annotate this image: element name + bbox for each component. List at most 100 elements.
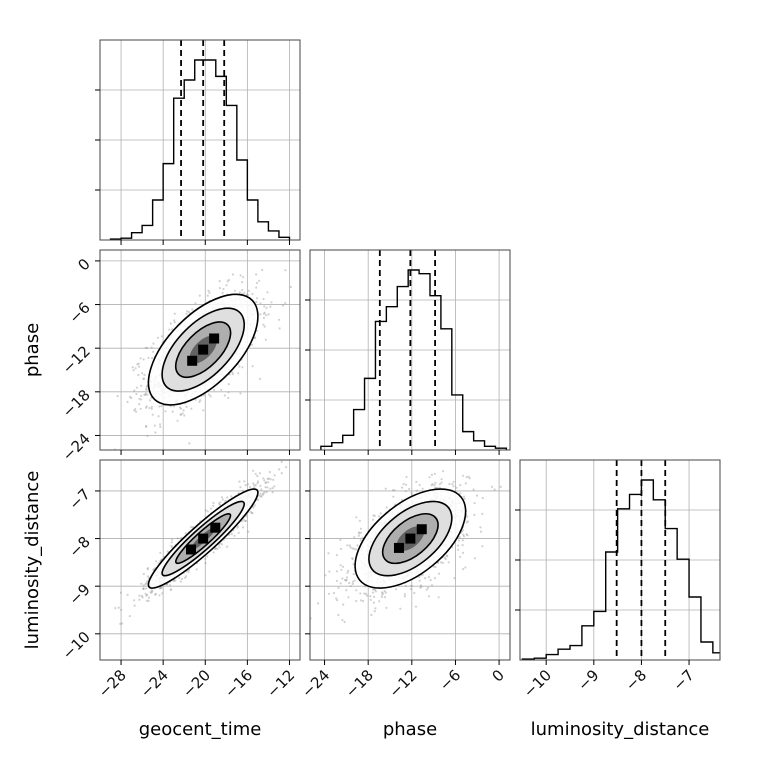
scatter-point	[238, 291, 242, 294]
scatter-point	[150, 405, 153, 408]
scatter-point	[413, 591, 416, 595]
scatter-point	[250, 511, 253, 514]
scatter-point	[335, 579, 338, 583]
scatter-point	[458, 536, 461, 539]
scatter-point	[284, 269, 287, 272]
scatter-point	[356, 544, 359, 547]
scatter-point	[427, 576, 430, 579]
scatter-point	[222, 287, 225, 291]
scatter-point	[465, 476, 468, 479]
scatter-point	[342, 603, 345, 606]
scatter-point	[258, 494, 261, 497]
scatter-point	[238, 480, 241, 483]
scatter-point	[373, 595, 376, 599]
scatter-point	[245, 515, 248, 518]
scatter-point	[126, 593, 129, 597]
scatter-point	[455, 486, 458, 489]
scatter-point	[147, 596, 150, 599]
scatter-point	[169, 588, 172, 591]
scatter-point	[377, 515, 381, 518]
scatter-point	[144, 592, 147, 595]
panel-frame	[99, 459, 301, 661]
scatter-point	[339, 538, 342, 542]
scatter-point	[208, 291, 211, 294]
scatter-point	[179, 413, 182, 416]
scatter-point	[231, 273, 234, 276]
scatter-point	[400, 498, 404, 501]
scatter-point	[243, 480, 246, 483]
scatter-point	[262, 323, 265, 326]
scatter-point	[433, 472, 436, 475]
scatter-point	[161, 592, 164, 595]
scatter-point	[357, 534, 360, 537]
scatter-point	[138, 594, 141, 597]
scatter-point	[444, 557, 447, 561]
scatter-point	[272, 478, 275, 481]
scatter-point	[133, 389, 136, 392]
scatter-point	[144, 393, 147, 396]
scatter-point	[359, 539, 362, 542]
scatter-point	[254, 472, 257, 475]
scatter-point	[143, 393, 146, 396]
scatter-point	[172, 579, 175, 582]
scatter-point	[346, 576, 349, 579]
scatter-point	[266, 291, 269, 294]
scatter-point	[472, 488, 475, 491]
scatter-point	[138, 598, 141, 601]
scatter-point	[166, 550, 169, 553]
scatter-point	[341, 577, 344, 580]
scatter-point	[459, 484, 462, 487]
scatter-point	[120, 608, 123, 611]
scatter-point	[146, 593, 149, 596]
x-tick-label: 0	[488, 666, 507, 685]
scatter-point	[159, 551, 162, 555]
scatter-point	[337, 613, 340, 617]
density-peak-cell	[209, 333, 220, 344]
scatter-point	[395, 588, 398, 591]
scatter-point	[262, 493, 265, 496]
scatter-point	[212, 501, 215, 504]
scatter-point	[355, 548, 358, 551]
scatter-point	[145, 599, 148, 602]
scatter-point	[428, 476, 431, 479]
scatter-point	[317, 602, 320, 605]
scatter-point	[448, 482, 451, 486]
scatter-point	[415, 480, 418, 484]
scatter-point	[251, 512, 254, 515]
histogram-panel-phase	[310, 250, 510, 450]
scatter-point	[218, 546, 221, 549]
scatter-point	[405, 483, 408, 486]
scatter-point	[410, 584, 413, 588]
scatter-point	[409, 588, 413, 591]
scatter-point	[351, 557, 354, 560]
scatter-point	[133, 604, 136, 607]
scatter-point	[131, 366, 134, 369]
scatter-point	[332, 591, 336, 595]
scatter-point	[241, 366, 244, 369]
scatter-point	[138, 365, 141, 368]
scatter-point	[141, 596, 144, 599]
scatter-point	[146, 393, 149, 396]
scatter-point	[374, 590, 377, 593]
scatter-point	[473, 502, 476, 505]
scatter-point	[265, 490, 268, 494]
scatter-point	[187, 570, 190, 574]
scatter-point	[217, 502, 221, 505]
scatter-point	[262, 316, 265, 320]
scatter-point	[244, 519, 247, 523]
scatter-point	[188, 442, 191, 445]
scatter-point	[237, 525, 240, 528]
scatter-point	[352, 573, 355, 576]
scatter-point	[270, 301, 273, 304]
scatter-point	[437, 596, 440, 599]
scatter-point	[335, 554, 339, 557]
scatter-point	[433, 577, 436, 580]
scatter-point	[289, 285, 292, 289]
scatter-point	[340, 568, 343, 571]
scatter-point	[265, 481, 268, 484]
scatter-point	[145, 424, 148, 427]
scatter-point	[327, 552, 330, 555]
density-peak-cell	[393, 542, 404, 553]
x-tick-label: −20	[179, 666, 214, 701]
scatter-point	[137, 362, 140, 365]
